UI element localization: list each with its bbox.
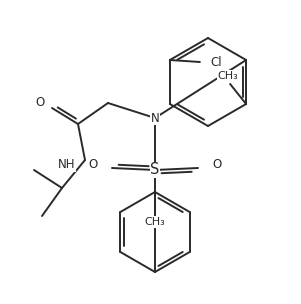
Text: NH: NH [57,158,75,171]
Text: N: N [150,112,159,125]
Text: S: S [150,163,160,178]
Text: O: O [212,157,221,171]
Text: CH₃: CH₃ [144,217,165,227]
Text: CH₃: CH₃ [218,71,238,81]
Text: O: O [89,157,98,171]
Text: O: O [36,96,45,109]
Text: Cl: Cl [210,56,222,68]
